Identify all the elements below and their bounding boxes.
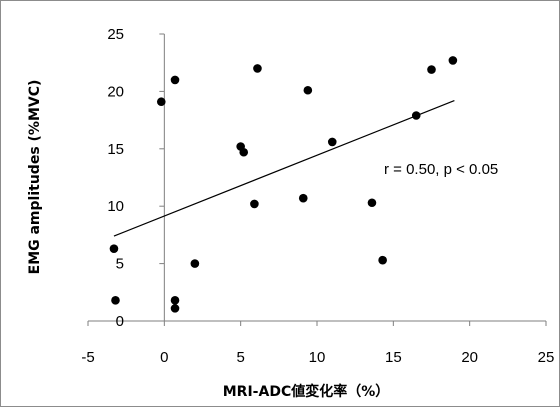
data-point xyxy=(327,137,337,147)
data-points xyxy=(109,56,458,313)
axes: -5 0 5 10 15 20 25 0 5 10 15 20 25 xyxy=(81,26,554,366)
data-point xyxy=(111,296,120,305)
x-tick-label: 15 xyxy=(385,349,402,366)
x-axis-title: MRI-ADC値変化率（%） xyxy=(223,383,390,400)
correlation-annotation: r = 0.50, p < 0.05 xyxy=(384,161,498,178)
data-point xyxy=(427,65,436,74)
data-point xyxy=(109,244,119,253)
y-tick-label: 25 xyxy=(107,26,124,43)
data-point xyxy=(250,199,259,209)
data-point xyxy=(378,255,387,265)
data-point xyxy=(367,198,377,208)
data-point xyxy=(190,259,200,268)
x-tick-label: 10 xyxy=(309,349,326,366)
x-tick-label: 20 xyxy=(461,349,478,366)
data-point xyxy=(253,64,262,73)
trendline-group xyxy=(113,100,455,237)
data-point xyxy=(448,56,458,65)
data-point xyxy=(170,75,180,85)
y-tick-label: 15 xyxy=(107,141,124,158)
data-point xyxy=(239,147,249,157)
data-point xyxy=(170,304,180,313)
trendline xyxy=(113,100,455,237)
y-axis-title: EMG amplitudes (%MVC) xyxy=(27,80,43,275)
x-tick-label: 0 xyxy=(160,349,168,366)
x-tick-label: 25 xyxy=(538,349,555,366)
y-tick-label: 20 xyxy=(107,83,124,100)
data-point xyxy=(298,193,308,203)
data-point xyxy=(170,296,180,305)
data-point xyxy=(303,85,313,95)
y-tick-label: 5 xyxy=(116,256,124,273)
x-tick-label: 5 xyxy=(236,349,244,366)
y-tick-label: 0 xyxy=(116,313,124,330)
y-tick-label: 10 xyxy=(107,198,124,215)
x-tick-label: -5 xyxy=(81,349,94,366)
data-point xyxy=(156,97,166,107)
